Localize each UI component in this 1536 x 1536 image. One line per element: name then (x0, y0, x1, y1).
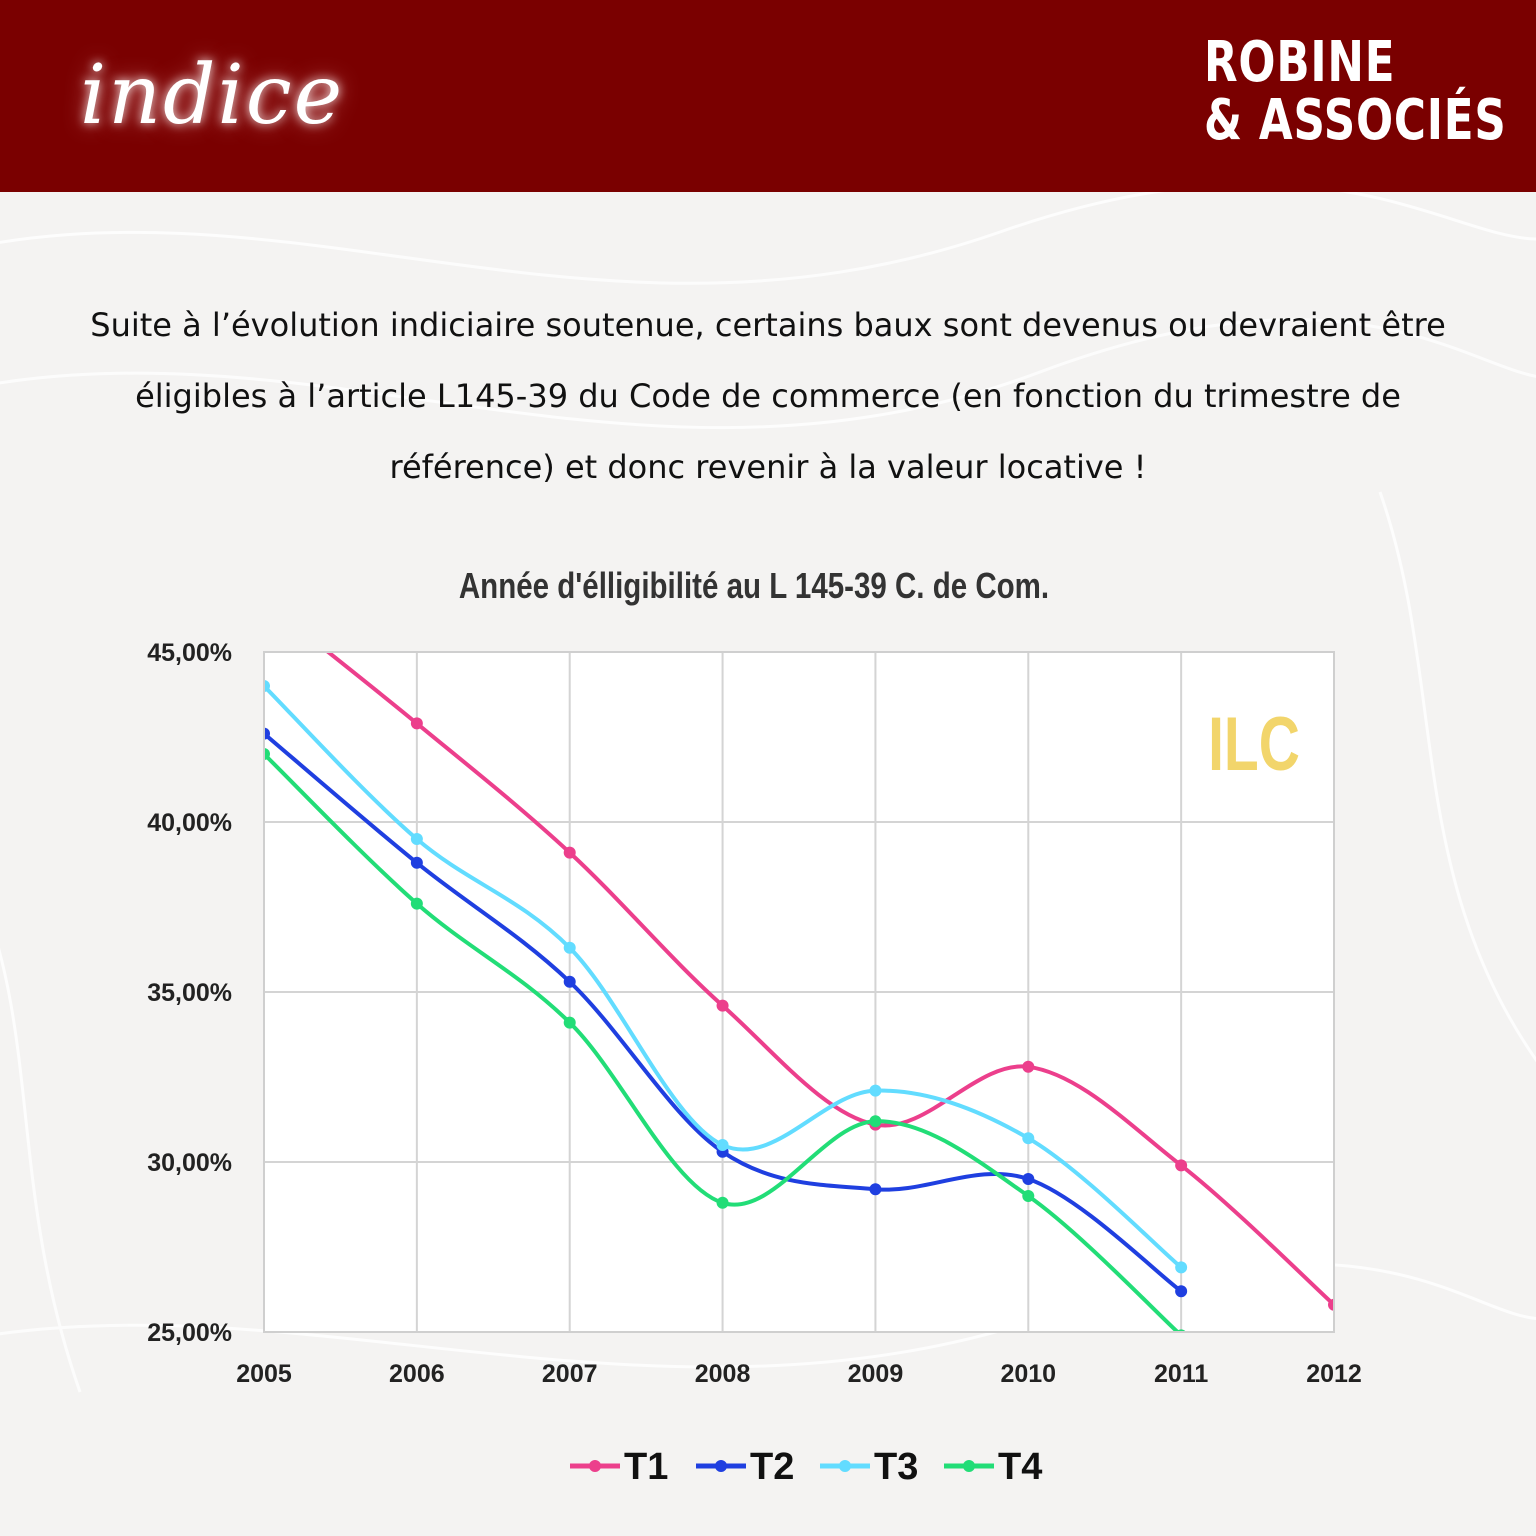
data-point-t1 (410, 717, 423, 730)
y-tick-label: 35,00% (147, 979, 232, 1007)
data-point-t3 (869, 1084, 882, 1097)
header-bar: indice ROBINE & ASSOCIÉS (0, 0, 1536, 192)
y-tick-label: 30,00% (147, 1149, 232, 1177)
x-tick-label: 2012 (1306, 1360, 1362, 1388)
x-tick-label: 2007 (542, 1360, 598, 1388)
x-tick-label: 2011 (1154, 1360, 1208, 1388)
data-point-t3 (1022, 1132, 1035, 1145)
data-point-t1 (716, 999, 729, 1012)
x-tick-label: 2006 (389, 1360, 445, 1388)
plot-border (263, 651, 1335, 1333)
x-tick-label: 2008 (695, 1360, 751, 1388)
logo-line-1: ROBINE (1204, 30, 1396, 95)
y-tick-label: 45,00% (147, 639, 232, 667)
legend-label-t2: T2 (750, 1446, 794, 1488)
x-tick-label: 2010 (1000, 1360, 1056, 1388)
data-point-t3 (264, 680, 270, 692)
series-group (258, 595, 1334, 1332)
data-point-t4 (716, 1196, 729, 1209)
data-point-t1 (258, 595, 270, 607)
legend-label-t1: T1 (624, 1446, 668, 1488)
data-point-t3 (716, 1139, 729, 1151)
x-tick-label: 2009 (848, 1360, 904, 1388)
data-point-t4 (264, 748, 270, 760)
legend-marker-t1 (589, 1460, 601, 1472)
y-tick-label: 40,00% (147, 809, 232, 837)
y-tick-label: 25,00% (147, 1319, 232, 1347)
data-point-t1 (1328, 1298, 1334, 1311)
data-point-t3 (563, 941, 576, 954)
line-chart: Année d'élligibilité au L 145-39 C. de C… (147, 565, 1362, 1488)
company-logo: ROBINE & ASSOCIÉS (1204, 30, 1507, 153)
data-point-t4 (1022, 1190, 1035, 1202)
intro-paragraph: Suite à l’évolution indiciaire soutenue,… (90, 306, 1446, 486)
chart-title: Année d'élligibilité au L 145-39 C. de C… (459, 565, 1049, 605)
data-point-t2 (264, 727, 270, 740)
legend-label-t4: T4 (998, 1446, 1042, 1488)
x-tick-label: 2005 (236, 1360, 292, 1388)
legend-marker-t2 (715, 1460, 727, 1472)
logo-line-2: & ASSOCIÉS (1204, 88, 1507, 153)
data-point-t1 (1022, 1060, 1035, 1073)
legend-label-t3: T3 (874, 1446, 918, 1488)
data-point-t3 (410, 833, 423, 845)
legend-marker-t4 (963, 1460, 975, 1472)
legend-marker-t3 (839, 1460, 851, 1472)
series-line-t1 (324, 652, 1334, 1307)
brand-script-title: indice (80, 48, 345, 143)
data-point-t2 (563, 975, 576, 988)
data-point-t1 (1175, 1159, 1188, 1172)
data-point-t4 (563, 1016, 576, 1029)
data-point-t2 (1022, 1173, 1035, 1185)
data-point-t2 (1175, 1285, 1188, 1298)
chart-annotation: ILC (1208, 702, 1300, 787)
data-point-t3 (1175, 1261, 1188, 1274)
data-point-t1 (563, 846, 576, 859)
data-point-t4 (869, 1115, 882, 1128)
data-point-t4 (410, 897, 423, 910)
data-point-t2 (410, 856, 423, 869)
data-point-t2 (869, 1183, 882, 1196)
